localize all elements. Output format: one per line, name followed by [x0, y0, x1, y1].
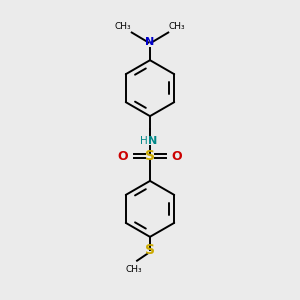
- Text: S: S: [145, 243, 155, 257]
- Text: H: H: [140, 136, 147, 146]
- Text: N: N: [146, 37, 154, 46]
- Text: CH₃: CH₃: [125, 266, 142, 274]
- Text: CH₃: CH₃: [169, 22, 185, 31]
- Text: O: O: [118, 150, 128, 163]
- Text: O: O: [172, 150, 182, 163]
- Text: N: N: [148, 136, 158, 146]
- Text: S: S: [145, 149, 155, 163]
- Text: CH₃: CH₃: [115, 22, 131, 31]
